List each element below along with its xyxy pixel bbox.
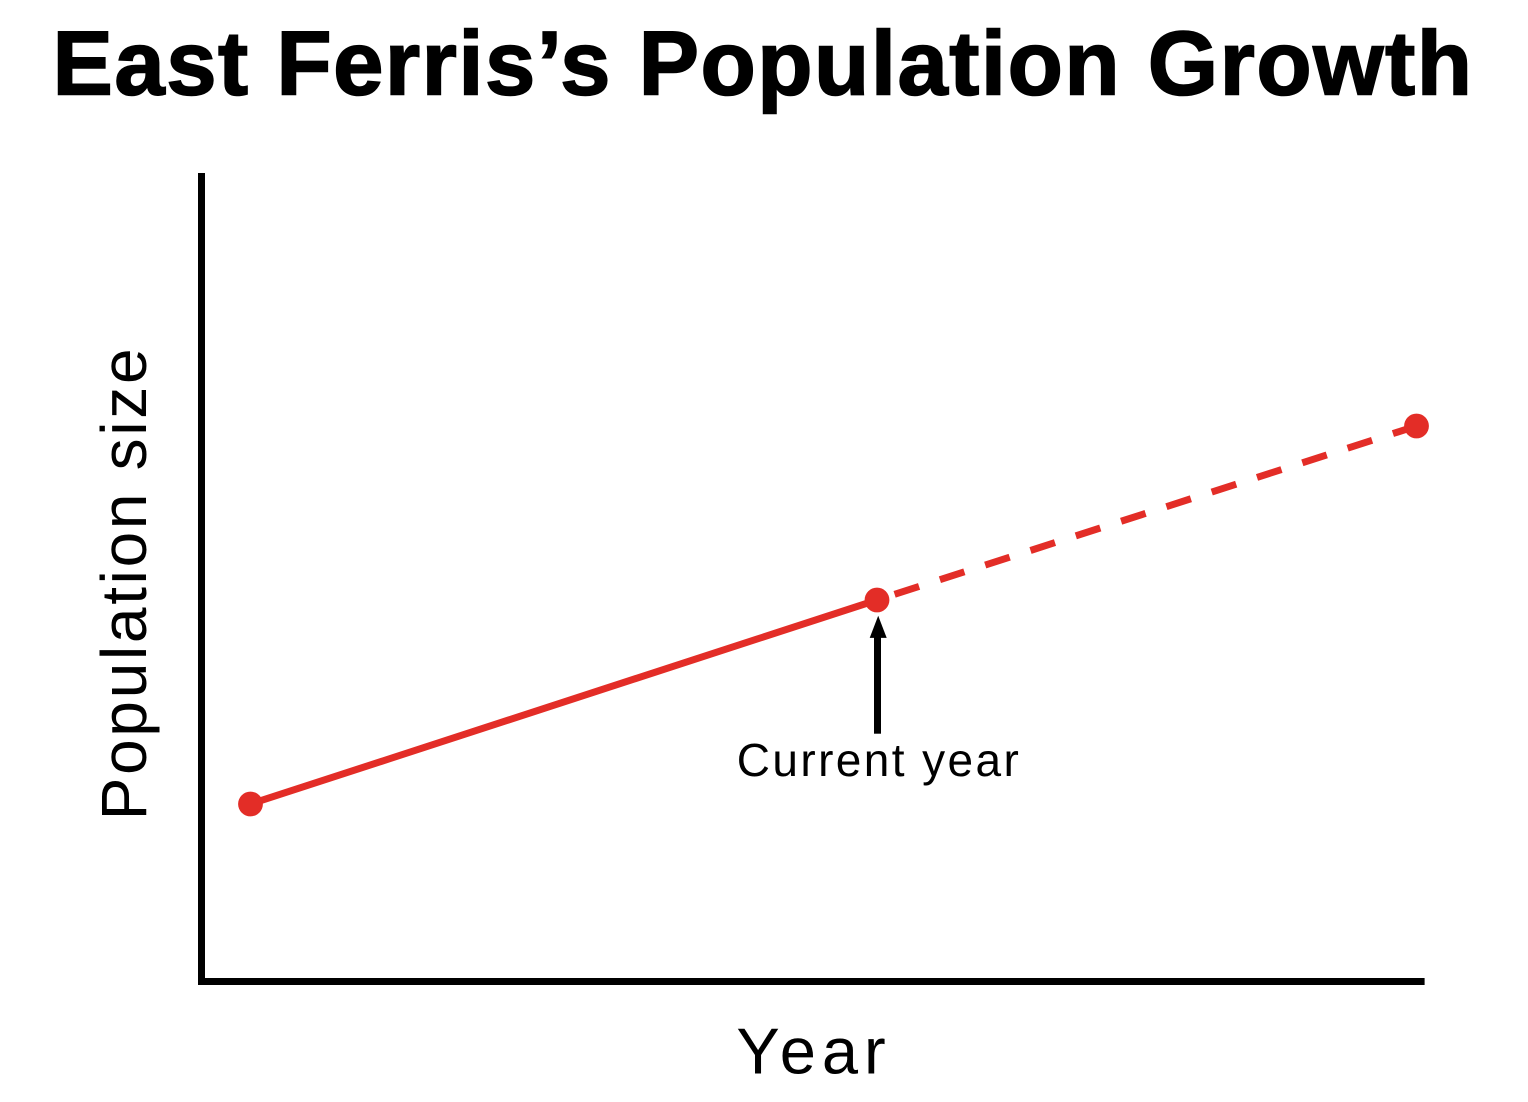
svg-text:Year: Year [736,1015,891,1088]
svg-text:East Ferris’s Population Growt: East Ferris’s Population Growth [53,14,1474,115]
svg-text:Current year: Current year [737,734,1021,786]
svg-text:Population size: Population size [88,346,160,821]
